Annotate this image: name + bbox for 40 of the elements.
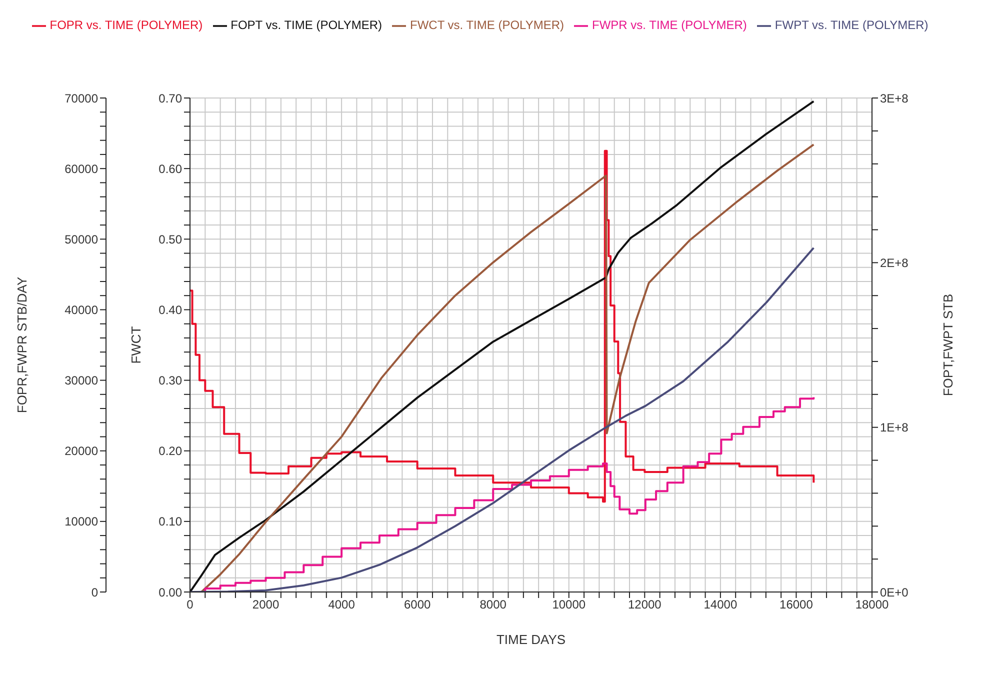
y2-tick-label: 0.00 [158,585,182,600]
y2-tick-label: 0.40 [158,302,182,317]
y3-axis-title: FOPT,FWPT STB [940,294,956,396]
y2-tick-label: 0.10 [158,514,182,529]
x-tick-label: 12000 [628,598,662,612]
legend-label: FOPT vs. TIME (POLYMER) [230,18,382,32]
y2-tick-label: 0.20 [158,444,182,458]
legend-label: FWCT vs. TIME (POLYMER) [410,18,564,32]
y-tick-label: 20000 [64,444,98,458]
y2-tick-label: 0.30 [158,374,182,388]
x-tick-label: 4000 [328,598,356,612]
legend-label: FWPR vs. TIME (POLYMER) [592,18,747,32]
x-tick-label: 10000 [552,598,586,612]
x-tick-label: 14000 [704,598,738,612]
x-tick-label: 2000 [252,598,280,612]
legend-label: FOPR vs. TIME (POLYMER) [50,18,203,32]
y3-tick-label: 1E+8 [880,420,909,435]
y2-tick-label: 0.50 [158,232,182,246]
y-tick-label: 50000 [64,232,98,246]
line-series [190,246,815,592]
y-tick-label: 70000 [64,91,98,106]
y-axis-title: FOPR,FWPR STB/DAY [14,276,30,414]
y2-tick-label: 0.70 [158,91,182,106]
y3-tick-label: 3E+8 [880,91,909,106]
x-tick-label: 0 [186,598,194,612]
y-tick-label: 0 [91,585,98,600]
x-tick-label: 18000 [855,598,890,612]
y3-tick-label: 2E+8 [880,256,909,270]
x-tick-label: 8000 [480,598,507,612]
legend-label: FWPT vs. TIME (POLYMER) [774,18,928,32]
y-tick-label: 60000 [64,162,98,176]
x-axis-title: TIME DAYS [496,632,566,647]
y-tick-label: 30000 [64,374,98,388]
y2-tick-label: 0.60 [158,162,182,176]
y3-tick-label: 0E+0 [880,585,909,600]
y-tick-label: 10000 [64,514,98,529]
x-tick-label: 6000 [404,598,432,612]
x-tick-label: 16000 [780,598,814,612]
y2-axis-title: FWCT [128,326,144,364]
y-tick-label: 40000 [64,302,98,317]
